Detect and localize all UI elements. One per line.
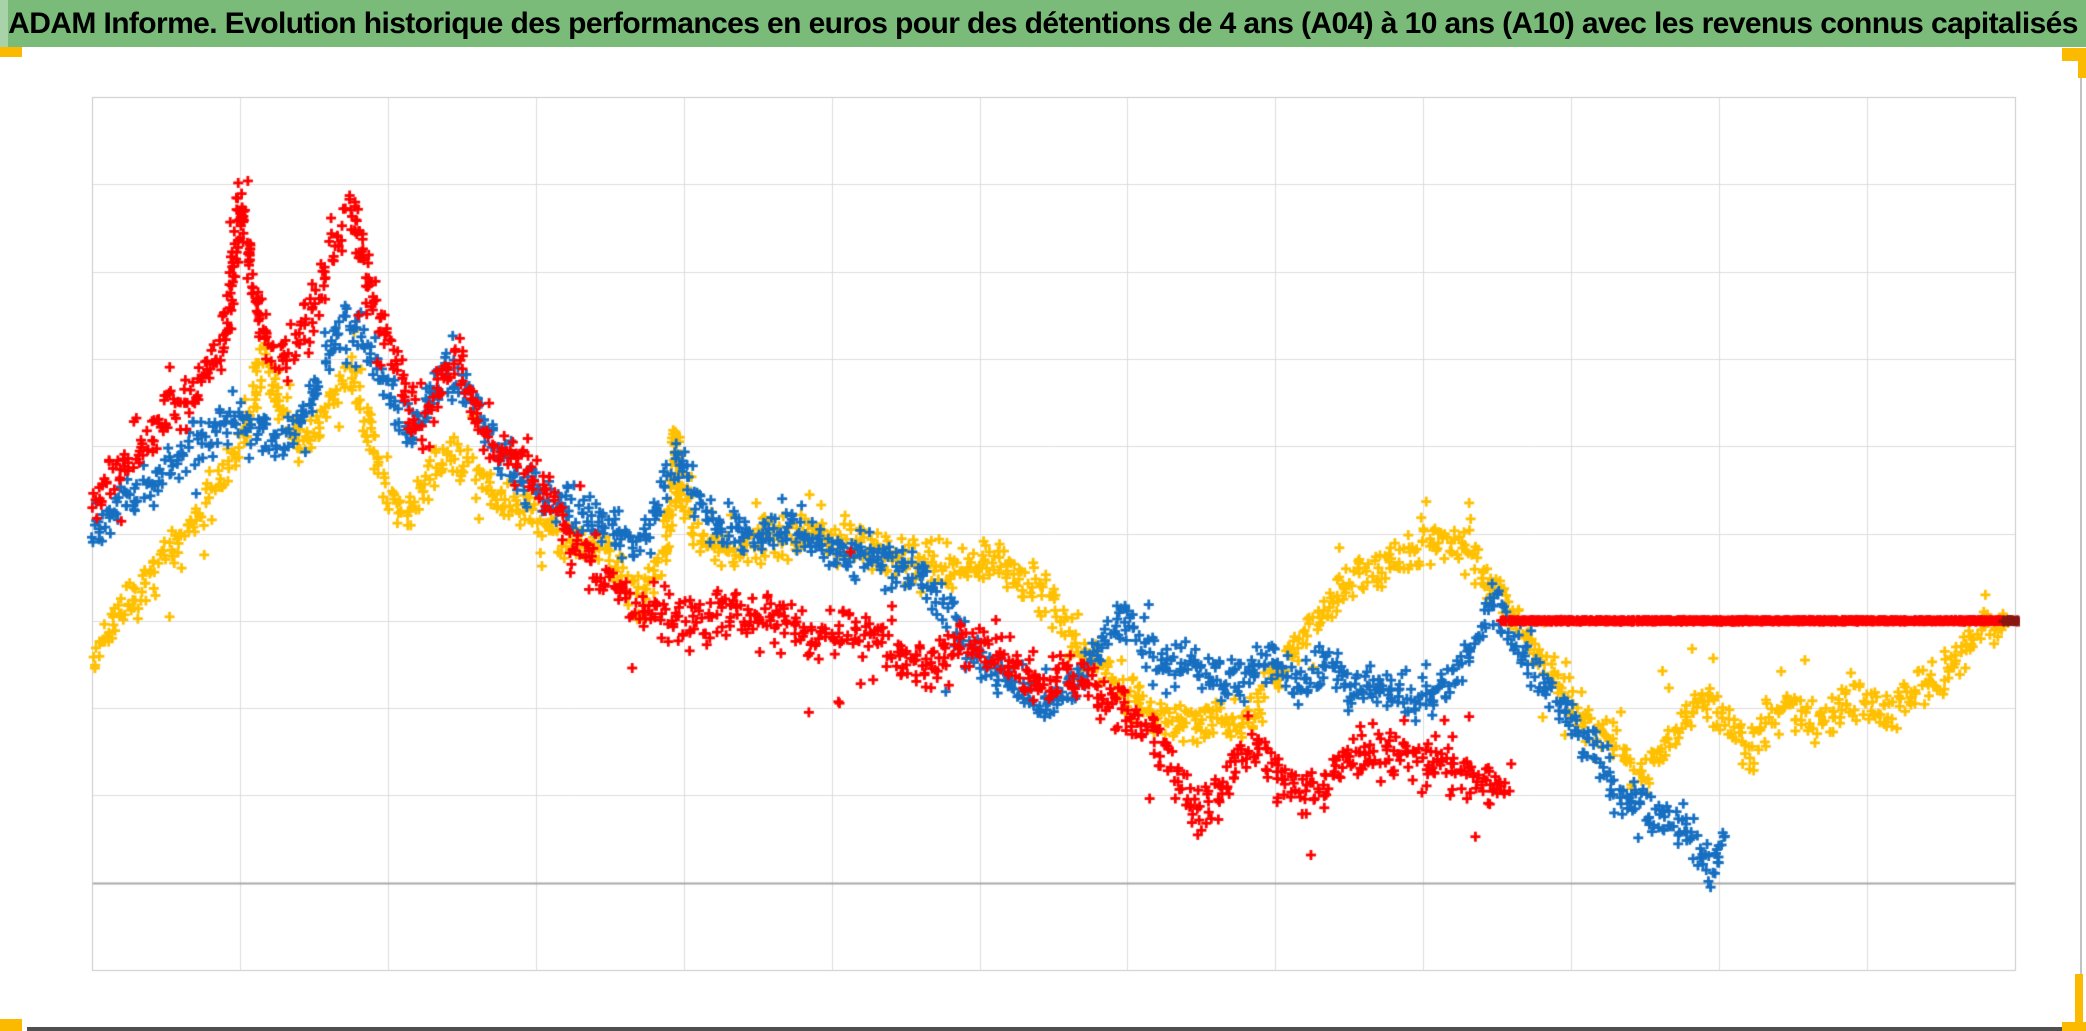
chart-area <box>80 85 2030 985</box>
corner-accent-bottom-right-horizontal <box>2062 1022 2086 1031</box>
page-title: ADAM Informe. Evolution historique des p… <box>8 6 2078 40</box>
title-bar-left-edge <box>0 0 8 47</box>
title-bar: ADAM Informe. Evolution historique des p… <box>0 0 2086 47</box>
page-right-edge-line <box>2080 62 2082 1031</box>
corner-accent-bottom-right-vertical <box>2075 974 2083 1031</box>
performance-scatter-canvas <box>80 85 2030 985</box>
corner-accent-bottom-left <box>0 1019 22 1031</box>
corner-accent-top-right-vertical <box>2078 48 2086 78</box>
page-bottom-edge-line <box>27 1027 2086 1031</box>
corner-accent-top-left <box>0 47 22 57</box>
